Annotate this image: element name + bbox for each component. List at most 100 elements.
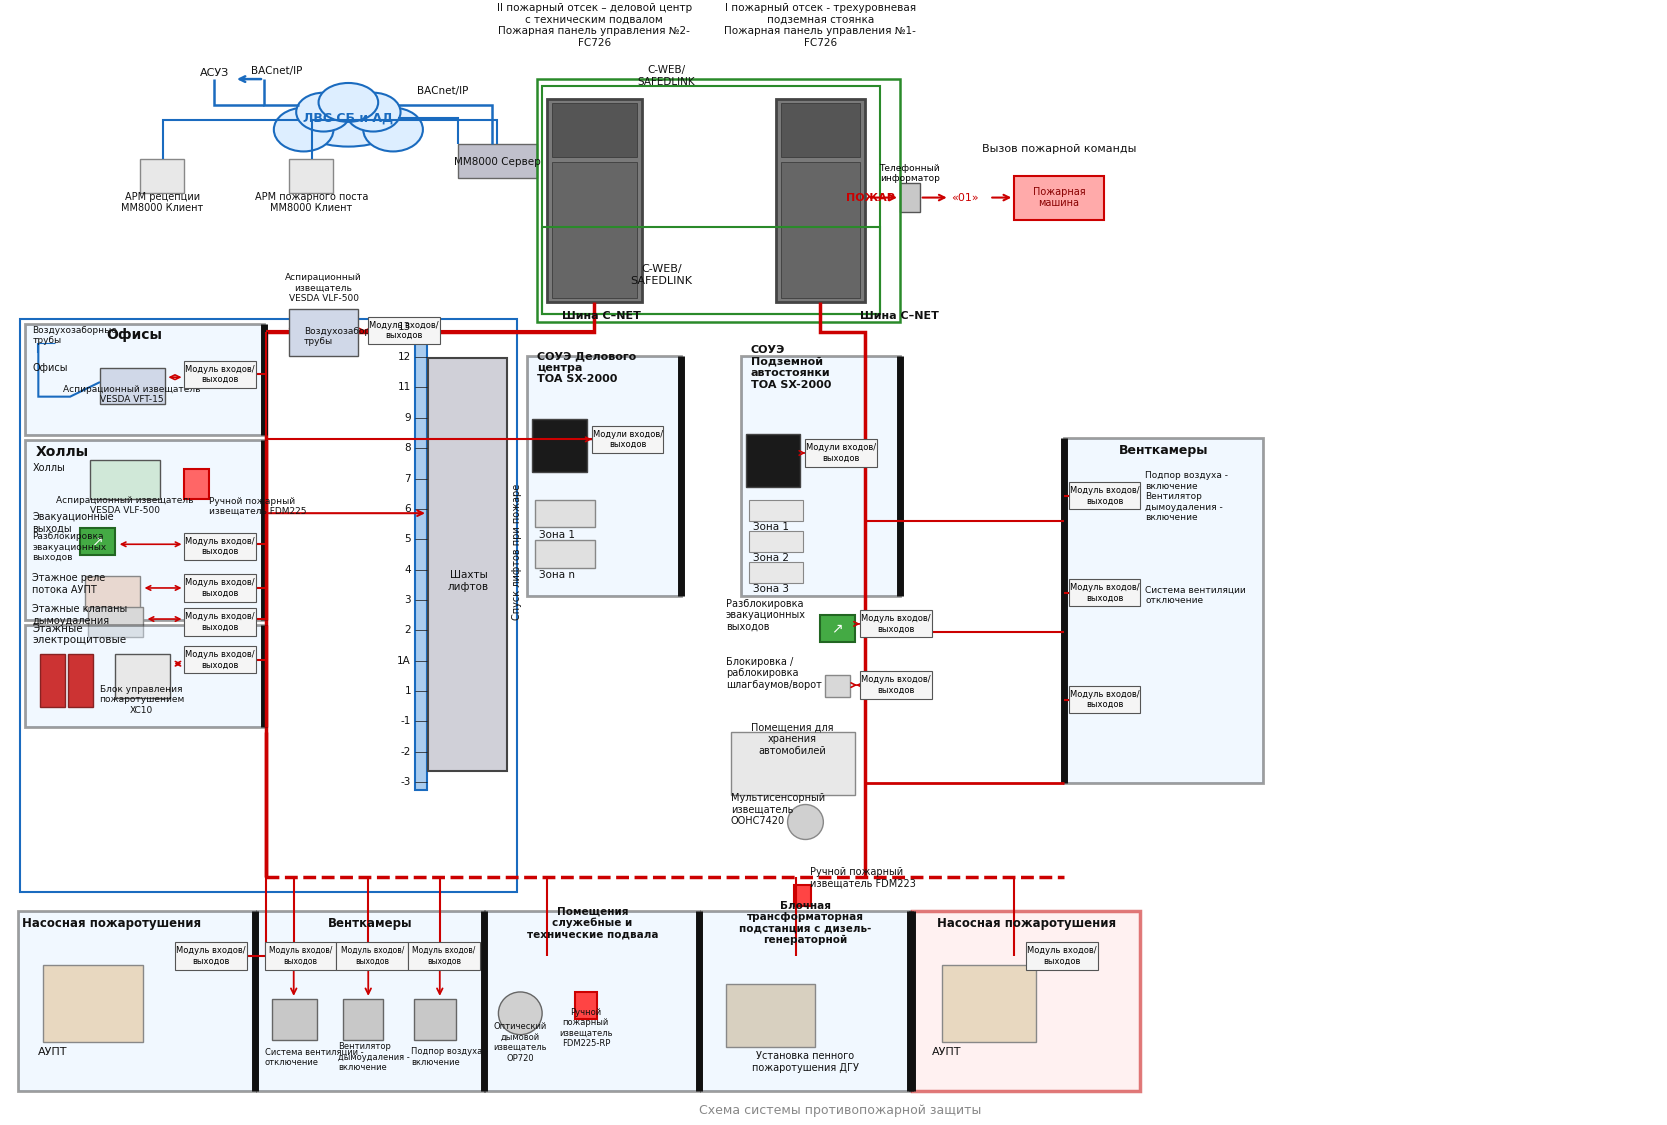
Text: Установка пенного
пожаротушения ДГУ: Установка пенного пожаротушения ДГУ <box>752 1051 859 1073</box>
FancyBboxPatch shape <box>18 911 255 1091</box>
FancyBboxPatch shape <box>1069 579 1140 606</box>
FancyBboxPatch shape <box>428 358 507 771</box>
Text: Мультисенсорный
извещатель
ООНС7420: Мультисенсорный извещатель ООНС7420 <box>730 793 825 826</box>
FancyBboxPatch shape <box>90 460 160 498</box>
Text: Венткамеры: Венткамеры <box>1119 443 1209 457</box>
Circle shape <box>498 992 542 1035</box>
FancyBboxPatch shape <box>288 159 333 192</box>
FancyBboxPatch shape <box>552 104 637 156</box>
Text: Насосная пожаротушения: Насосная пожаротушения <box>22 917 202 929</box>
Text: 12: 12 <box>398 352 412 362</box>
FancyBboxPatch shape <box>793 885 812 907</box>
Text: Зона 2: Зона 2 <box>753 552 788 562</box>
FancyBboxPatch shape <box>185 609 257 636</box>
Text: C-WEB/
SAFEDLINK: C-WEB/ SAFEDLINK <box>630 264 692 286</box>
Text: Ручной пожарный
извещатель FDM223: Ручной пожарный извещатель FDM223 <box>810 866 917 888</box>
Text: Модуль входов/
выходов: Модуль входов/ выходов <box>412 946 475 965</box>
Text: Насосная пожаротушения: Насосная пожаротушения <box>937 917 1115 929</box>
FancyBboxPatch shape <box>575 992 597 1019</box>
Text: СОУЭ Делового
центра
TOA SX-2000: СОУЭ Делового центра TOA SX-2000 <box>537 351 637 384</box>
Text: Модуль входов/
выходов: Модуль входов/ выходов <box>1027 946 1097 965</box>
FancyBboxPatch shape <box>552 162 637 298</box>
Text: Модуль входов/
выходов: Модуль входов/ выходов <box>185 578 255 597</box>
Text: Шина С–NET: Шина С–NET <box>562 310 640 321</box>
Text: Аспирационный извещатель
VESDA VLF-500: Аспирационный извещатель VESDA VLF-500 <box>57 496 193 515</box>
Text: Аспирационный извещатель
VESDA VFT-15: Аспирационный извещатель VESDA VFT-15 <box>63 385 200 404</box>
Text: Модули входов/
выходов: Модули входов/ выходов <box>592 430 663 449</box>
Text: Пожарная
машина: Пожарная машина <box>1032 187 1085 208</box>
FancyBboxPatch shape <box>702 911 910 1091</box>
Text: Схема системы противопожарной защиты: Схема системы противопожарной защиты <box>698 1104 982 1117</box>
Text: Аспирационный
извещатель
VESDA VLF-500: Аспирационный извещатель VESDA VLF-500 <box>285 273 362 303</box>
FancyBboxPatch shape <box>780 104 860 156</box>
FancyBboxPatch shape <box>942 965 1035 1043</box>
Text: 2: 2 <box>405 626 412 636</box>
Ellipse shape <box>363 108 423 152</box>
FancyBboxPatch shape <box>140 159 185 192</box>
FancyBboxPatch shape <box>272 999 317 1040</box>
Text: АРМ пожарного поста
МM8000 Клиент: АРМ пожарного поста МM8000 Клиент <box>255 191 368 214</box>
FancyBboxPatch shape <box>100 368 165 404</box>
Text: Модуль входов/
выходов: Модуль входов/ выходов <box>185 650 255 669</box>
FancyBboxPatch shape <box>592 425 663 453</box>
Text: Модуль входов/
выходов: Модуль входов/ выходов <box>1070 583 1139 603</box>
Text: 9: 9 <box>405 413 412 423</box>
Text: Разблокировка
эвакуационных
выходов: Разблокировка эвакуационных выходов <box>725 598 805 632</box>
Text: Холлы: Холлы <box>35 446 88 459</box>
FancyBboxPatch shape <box>25 624 263 727</box>
Text: Модуль входов/
выходов: Модуль входов/ выходов <box>185 612 255 631</box>
FancyBboxPatch shape <box>748 561 803 583</box>
Text: Воздухозаборные
трубы: Воздухозаборные трубы <box>32 326 117 345</box>
FancyBboxPatch shape <box>912 911 1140 1091</box>
FancyBboxPatch shape <box>25 440 263 620</box>
FancyBboxPatch shape <box>85 576 140 610</box>
Text: Венткамеры: Венткамеры <box>328 917 412 929</box>
Text: Модули входов/
выходов: Модули входов/ выходов <box>807 443 877 462</box>
Text: Модуль входов/
выходов: Модуль входов/ выходов <box>177 946 247 965</box>
Text: Зона 1: Зона 1 <box>538 530 575 540</box>
Text: Спуск лифтов при пожаре: Спуск лифтов при пожаре <box>512 484 522 620</box>
FancyBboxPatch shape <box>413 999 455 1040</box>
Text: 1A: 1A <box>397 656 412 666</box>
FancyBboxPatch shape <box>780 162 860 298</box>
FancyBboxPatch shape <box>740 356 900 596</box>
FancyBboxPatch shape <box>1069 686 1140 713</box>
Text: Модуль входов/
выходов: Модуль входов/ выходов <box>862 614 930 633</box>
FancyBboxPatch shape <box>68 654 93 708</box>
Text: Подпор воздуха -
включение: Подпор воздуха - включение <box>412 1047 488 1066</box>
FancyBboxPatch shape <box>805 440 877 467</box>
Text: Модуль входов/
выходов: Модуль входов/ выходов <box>1070 486 1139 505</box>
FancyBboxPatch shape <box>860 610 932 638</box>
Text: Зона 3: Зона 3 <box>753 584 788 594</box>
Text: Холлы: Холлы <box>32 462 65 472</box>
FancyBboxPatch shape <box>748 531 803 552</box>
FancyBboxPatch shape <box>730 731 855 795</box>
Text: Оптический
дымовой
извещатель
OP720: Оптический дымовой извещатель OP720 <box>493 1023 547 1062</box>
FancyBboxPatch shape <box>257 911 483 1091</box>
FancyBboxPatch shape <box>115 654 170 698</box>
Text: Этажные клапаны
дымоудаления: Этажные клапаны дымоудаления <box>32 604 128 626</box>
Text: 5: 5 <box>405 534 412 544</box>
Text: Блок управления
пожаротушением
XC10: Блок управления пожаротушением XC10 <box>98 685 185 714</box>
Text: Блочная
трансформаторная
подстанция с дизель-
генераторной: Блочная трансформаторная подстанция с ди… <box>738 900 872 945</box>
Text: АСУЗ: АСУЗ <box>200 69 228 79</box>
Text: Модуль входов/
выходов: Модуль входов/ выходов <box>268 946 332 965</box>
Text: Модуль входов/
выходов: Модуль входов/ выходов <box>1070 690 1139 710</box>
FancyBboxPatch shape <box>185 361 257 388</box>
Ellipse shape <box>318 83 378 122</box>
Text: Офисы: Офисы <box>32 362 68 372</box>
Text: II пожарный отсек – деловой центр
с техническим подвалом
Пожарная панель управле: II пожарный отсек – деловой центр с техн… <box>497 3 692 48</box>
FancyBboxPatch shape <box>415 319 427 790</box>
FancyBboxPatch shape <box>860 672 932 699</box>
Text: 13: 13 <box>398 322 412 332</box>
FancyBboxPatch shape <box>80 528 115 555</box>
Text: -2: -2 <box>400 747 412 757</box>
FancyBboxPatch shape <box>43 965 143 1043</box>
Text: АУПТ: АУПТ <box>932 1047 962 1057</box>
FancyBboxPatch shape <box>532 418 587 472</box>
Text: Помещения
служебные и
технические подвала: Помещения служебные и технические подвал… <box>527 906 658 939</box>
Text: Подпор воздуха -
включение
Вентилятор
дымоудаления -
включение: Подпор воздуха - включение Вентилятор ды… <box>1145 471 1229 522</box>
Text: Ручной пожарный
извещатель FDM225: Ручной пожарный извещатель FDM225 <box>210 497 307 516</box>
FancyBboxPatch shape <box>775 99 865 303</box>
Text: Эвакуационные
выходы: Эвакуационные выходы <box>32 512 113 533</box>
